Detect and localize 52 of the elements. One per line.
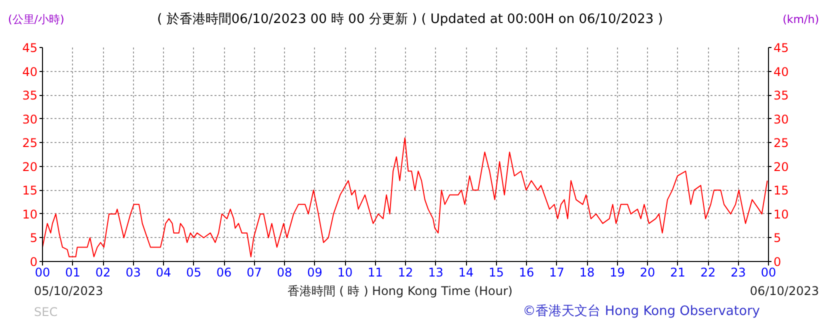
y2-tick-label: 25 [774,136,789,150]
y2-tick-label: 20 [774,160,789,174]
y2-axis-title: (km/h) [782,12,819,28]
x-tick-label: 02 [95,266,111,280]
y-tick-label: 30 [22,112,38,126]
x-tick-label: 17 [549,266,564,280]
y-tick-label: 25 [22,136,38,150]
y2-tick-label: 35 [774,88,789,103]
y2-tick-label: 45 [774,41,789,55]
x-tick-label: 19 [610,266,625,280]
text: SEC [34,304,58,321]
x-axis-title: 香港時間 ( 時 ) Hong Kong Time (Hour) [287,283,513,300]
x-tick-label: 16 [518,266,534,280]
x-tick-label: 08 [276,266,292,280]
x-tick-label: 11 [368,266,383,280]
text: 06/10/2023 [750,283,819,300]
chart-title: ( 於香港時間06/10/2023 00 時 00 分更新 ) ( Updated at 00:00H on 06/10/2023 ) [157,11,663,29]
x-tick-label: 15 [488,266,504,280]
y2-tick-label: 10 [774,207,789,222]
y2-tick-label: 15 [774,184,789,198]
y-axis-title: (公里/小時) [8,12,64,28]
x-tick-label: 09 [307,266,322,280]
y-tick-label: 20 [22,160,38,174]
y2-tick-label: 5 [774,231,782,246]
x-tick-label: 10 [337,266,353,280]
y-tick-label: 40 [22,64,38,79]
y2-tick-label: 0 [774,255,782,269]
x-tick-label: 01 [65,266,80,280]
text: 05/10/2023 [34,283,104,300]
x-tick-label: 13 [428,266,444,280]
x-tick-label: 07 [246,266,262,280]
x-tick-label: 18 [579,266,595,280]
x-tick-label: 22 [700,266,716,280]
y-tick-label: 35 [22,88,38,103]
x-tick-label: 05 [186,266,202,280]
y2-tick-label: 40 [774,64,789,79]
x-tick-label: 04 [156,266,172,280]
y2-tick-label: 30 [774,112,789,126]
x-tick-label: 03 [126,266,141,280]
y-tick-label: 10 [22,207,38,222]
text: ©香港天文台 Hong Kong Observatory [522,303,760,321]
line-series [42,137,768,258]
y-tick-label: 15 [22,184,38,198]
x-tick-label: 21 [670,266,686,280]
y-tick-label: 5 [30,231,38,246]
x-tick-label: 12 [398,266,414,280]
y-tick-label: 45 [22,41,38,55]
x-tick-label: 06 [216,266,232,280]
x-tick-label: 00 [760,266,776,280]
x-tick-label: 20 [640,266,656,280]
x-tick-label: 23 [730,266,746,280]
x-tick-label: 14 [458,266,474,280]
